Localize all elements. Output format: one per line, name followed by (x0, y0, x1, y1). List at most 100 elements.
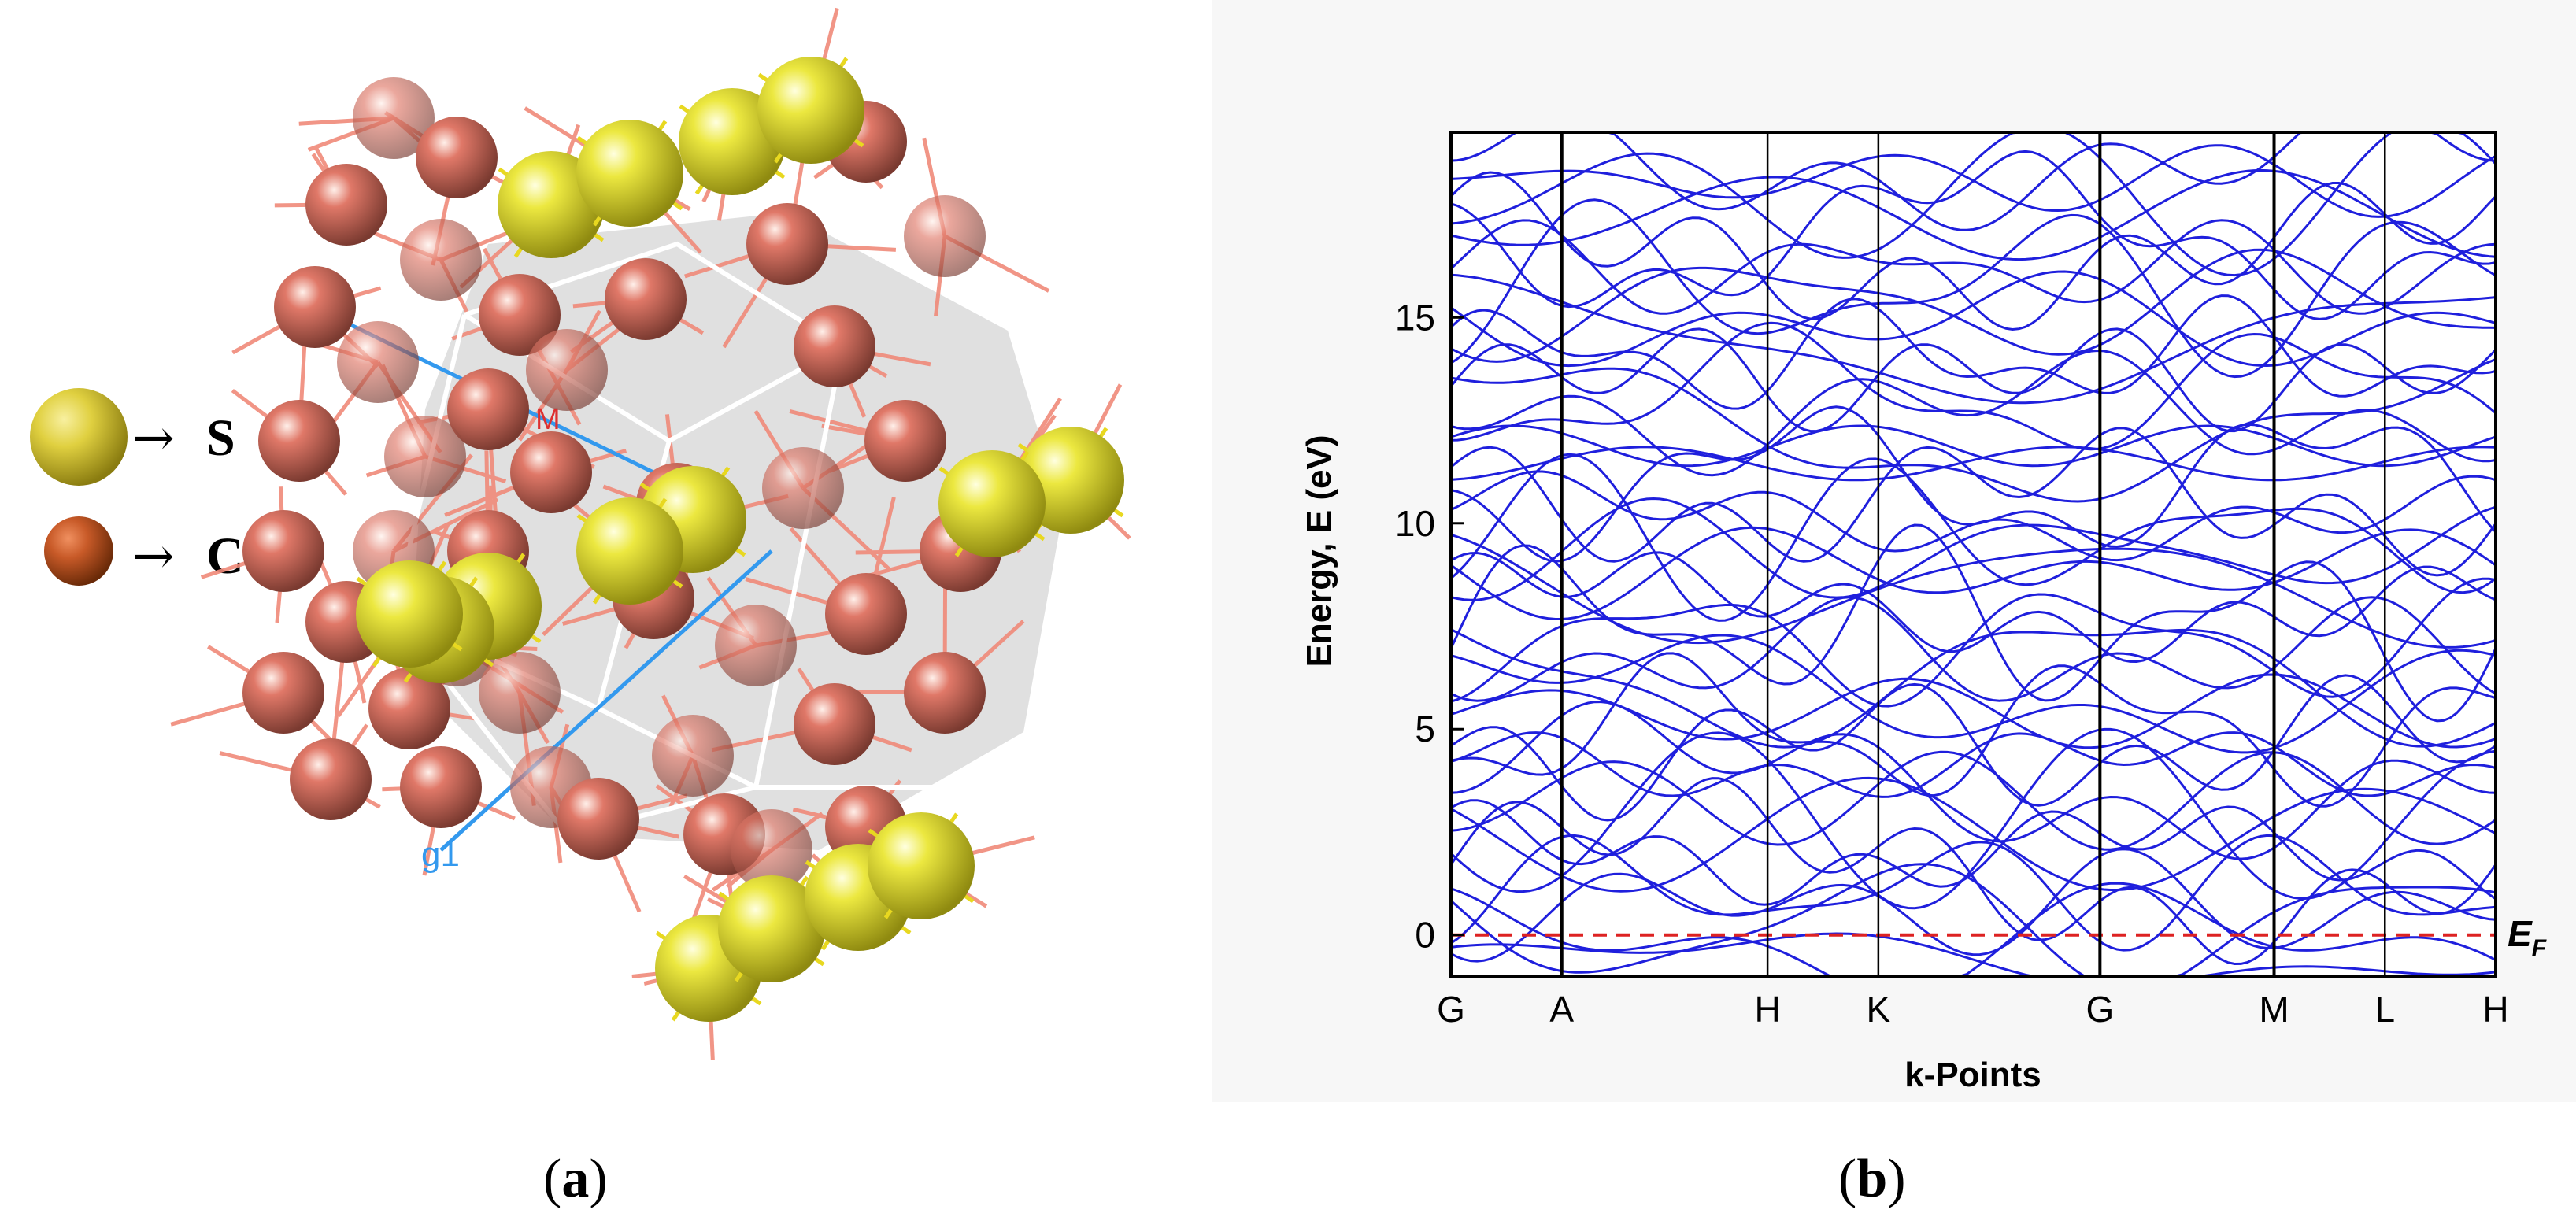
copper-atom (258, 400, 340, 482)
sulfur-atom (356, 560, 463, 668)
copper-atom (242, 510, 324, 592)
copper-atom (526, 329, 608, 411)
copper-atom (416, 117, 498, 198)
copper-atom (368, 668, 450, 749)
copper-atom (479, 274, 561, 356)
band-line (1450, 131, 2497, 277)
band-line (1450, 577, 2496, 708)
copper-atom (731, 809, 812, 891)
copper-atom (353, 77, 435, 159)
band-line (1450, 750, 2496, 851)
copper-atom (904, 652, 986, 734)
band-line (1450, 776, 2496, 893)
copper-atom (605, 258, 687, 340)
x-axis-title: k-Points (1904, 1056, 2041, 1094)
band-line (1450, 144, 2496, 218)
x-tick-label: H (1755, 989, 1781, 1030)
copper-atom (864, 400, 946, 482)
band-line (1449, 219, 2496, 315)
band-line (1450, 273, 2496, 405)
copper-atom (746, 203, 828, 285)
band-line (1449, 171, 2497, 331)
sulfur-atom (938, 450, 1046, 557)
band-line (1450, 799, 2496, 906)
band-line (1450, 834, 2496, 952)
band-line (1450, 634, 2496, 754)
copper-atom (652, 715, 734, 797)
band-line (1450, 198, 2496, 379)
band-line (1450, 596, 2496, 702)
band-line (1450, 358, 2496, 503)
band-line (1450, 321, 2496, 451)
x-tick-label: K (1867, 989, 1891, 1030)
band-line (1450, 349, 2496, 477)
band-line (1449, 727, 2496, 910)
y-tick-label: 5 (1415, 708, 1435, 749)
copper-atom (715, 605, 797, 686)
band-line (1450, 731, 2496, 798)
copper-atom (290, 738, 372, 820)
panel-b-label: (b) (1838, 1148, 1906, 1209)
band-line (1450, 168, 2496, 261)
band-lines (1449, 131, 2497, 978)
band-line (1450, 652, 2496, 808)
y-tick-label: 15 (1395, 297, 1435, 338)
band-line (1450, 453, 2496, 622)
x-tick-label: L (2374, 989, 2395, 1030)
band-line (1450, 497, 2496, 601)
panel-a-label: (a) (543, 1148, 608, 1209)
Cu-atom-icon (44, 516, 113, 586)
band-line (1450, 551, 2496, 664)
sulfur-atom (868, 812, 975, 919)
copper-atom (337, 321, 419, 403)
copper-atom (447, 368, 529, 450)
legend-arrow-s: → (132, 409, 175, 468)
copper-atom (274, 266, 356, 348)
k-point-dividers (1560, 132, 2386, 976)
sulfur-atom (576, 120, 683, 227)
copper-atom (794, 305, 875, 387)
band-line (1450, 248, 2496, 363)
y-axis: 0 5 10 15 (1395, 297, 1464, 956)
x-tick-label: H (2482, 989, 2508, 1030)
copper-atom (242, 652, 324, 734)
S-atom-icon (30, 388, 128, 486)
sulfur-atom (718, 875, 825, 982)
copper-atom (305, 164, 387, 246)
y-tick-label: 0 (1415, 915, 1435, 956)
band-line (1450, 526, 2496, 620)
sulfur-atom (576, 497, 683, 605)
atoms (242, 57, 1124, 1022)
copper-atom (557, 778, 639, 860)
fermi-level-label: EF (2508, 913, 2547, 961)
x-tick-label: M (2259, 989, 2289, 1030)
copper-atom (825, 573, 907, 655)
y-tick-label: 10 (1395, 503, 1435, 544)
copper-atom (794, 683, 875, 765)
band-line (1450, 446, 2496, 482)
plot-frame (1449, 131, 2497, 978)
band-line (1450, 427, 2497, 577)
band-line (1450, 848, 2496, 963)
band-line (1449, 523, 2497, 723)
axis-label-g1: g1 (421, 835, 460, 874)
band-line (1450, 405, 2497, 563)
copper-atom (479, 652, 561, 734)
band-line (1450, 533, 2496, 649)
x-tick-label: A (1549, 989, 1574, 1030)
legend-label-s: S (206, 409, 235, 467)
copper-atom (384, 416, 466, 497)
sulfur-atom (757, 57, 864, 164)
band-line (1450, 673, 2496, 749)
band-line (1450, 932, 2496, 978)
copper-atom (762, 447, 844, 529)
x-tick-label: G (1437, 989, 1465, 1030)
copper-atom (400, 219, 482, 301)
band-line (1450, 424, 2496, 468)
legend: → S → Cu (30, 388, 272, 586)
band-line (1449, 777, 2497, 966)
x-tick-label: G (2086, 989, 2114, 1030)
